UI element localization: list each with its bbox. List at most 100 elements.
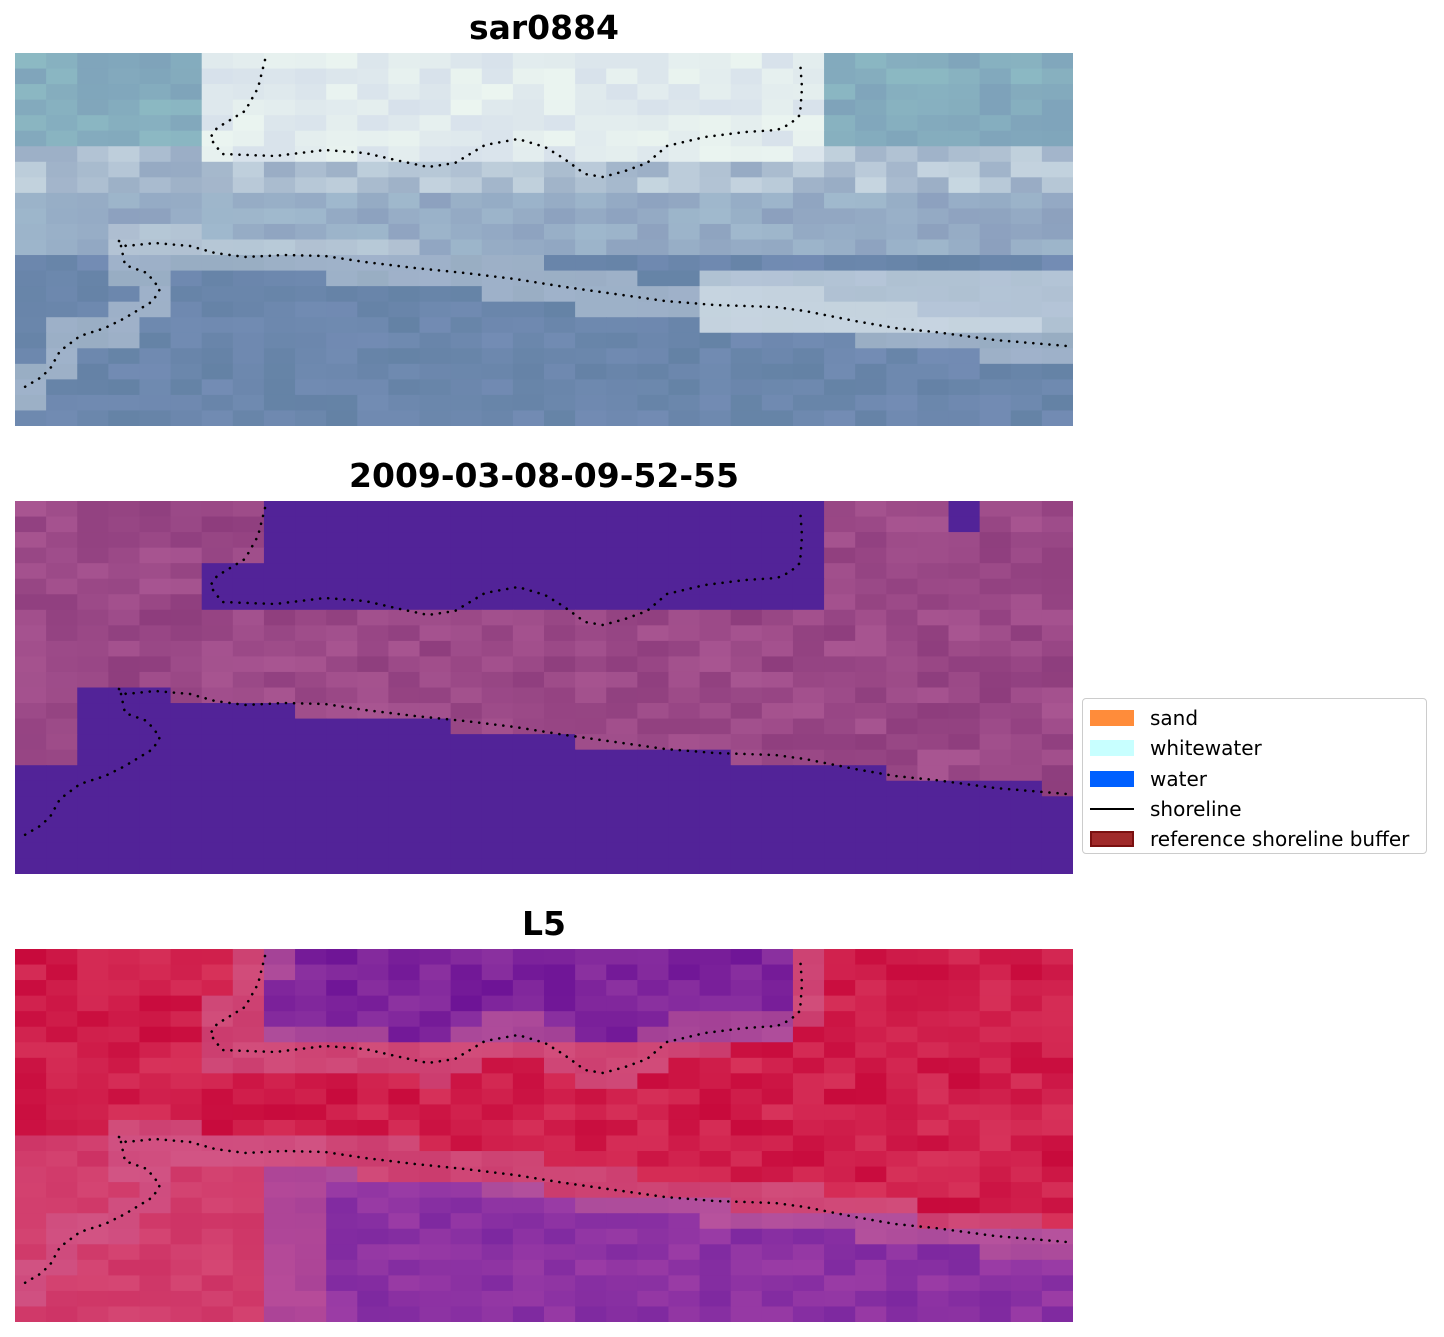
image-pixel — [232, 1275, 265, 1292]
image-pixel — [761, 609, 794, 626]
image-pixel — [295, 270, 327, 287]
image-pixel — [606, 1042, 638, 1059]
image-pixel — [450, 208, 483, 225]
image-pixel — [139, 115, 172, 132]
image-pixel — [792, 1088, 825, 1106]
image-pixel — [917, 964, 950, 981]
image-pixel — [232, 1244, 265, 1261]
image-pixel — [575, 286, 607, 303]
image-pixel — [419, 858, 452, 874]
image-pixel — [139, 1275, 172, 1292]
image-pixel — [512, 255, 545, 272]
image-pixel — [512, 379, 545, 396]
image-pixel — [917, 1042, 950, 1059]
image-pixel — [979, 53, 1012, 70]
image-pixel — [979, 949, 1012, 966]
image-pixel — [232, 949, 265, 966]
image-pixel — [201, 348, 234, 365]
image-pixel — [637, 394, 670, 412]
image-pixel — [419, 811, 452, 828]
image-pixel — [886, 177, 919, 194]
image-pixel — [761, 949, 794, 966]
image-pixel — [201, 1151, 234, 1168]
image-pixel — [886, 1088, 919, 1106]
image-pixel — [295, 130, 327, 147]
image-pixel — [575, 1042, 607, 1059]
image-pixel — [1041, 827, 1073, 844]
image-pixel — [917, 718, 950, 735]
image-pixel — [419, 317, 452, 334]
image-pixel — [948, 995, 981, 1012]
image-pixel — [761, 84, 794, 101]
image-pixel — [232, 501, 265, 518]
image-pixel — [824, 1182, 856, 1199]
image-pixel — [232, 1182, 265, 1199]
image-pixel — [761, 394, 794, 412]
image-pixel — [668, 827, 701, 844]
image-pixel — [730, 501, 763, 518]
image-pixel — [450, 1244, 483, 1261]
image-pixel — [263, 1057, 296, 1074]
image-pixel — [15, 84, 47, 101]
image-pixel — [419, 842, 452, 860]
image-pixel — [637, 578, 670, 595]
image-pixel — [1041, 1073, 1073, 1090]
image-pixel — [450, 348, 483, 365]
image-pixel — [1041, 394, 1073, 412]
image-pixel — [730, 718, 763, 735]
image-pixel — [792, 239, 825, 256]
image-pixel — [108, 749, 141, 766]
image-pixel — [761, 317, 794, 334]
image-pixel — [855, 1197, 887, 1214]
image-pixel — [170, 842, 203, 860]
image-pixel — [979, 547, 1012, 564]
image-pixel — [326, 301, 358, 318]
image-pixel — [15, 995, 47, 1012]
image-pixel — [668, 718, 701, 735]
image-pixel — [326, 1259, 358, 1276]
image-pixel — [1010, 501, 1043, 518]
image-pixel — [357, 255, 390, 272]
image-pixel — [606, 842, 638, 860]
image-pixel — [1010, 980, 1043, 997]
image-pixel — [730, 68, 763, 85]
image-pixel — [512, 780, 545, 797]
image-pixel — [761, 995, 794, 1012]
image-pixel — [1041, 995, 1073, 1012]
image-pixel — [108, 995, 141, 1012]
image-pixel — [512, 1088, 545, 1106]
image-pixel — [201, 563, 234, 580]
image-pixel — [886, 765, 919, 782]
image-pixel — [108, 1275, 141, 1292]
image-pixel — [1010, 332, 1043, 349]
image-pixel — [575, 718, 607, 735]
image-pixel — [855, 532, 887, 549]
image-pixel — [699, 84, 732, 101]
image-pixel — [108, 1290, 141, 1308]
legend-item-sand: sand — [1083, 703, 1426, 733]
image-pixel — [201, 1197, 234, 1214]
image-pixel — [419, 1073, 452, 1090]
image-pixel — [886, 115, 919, 132]
image-pixel — [77, 578, 109, 595]
image-pixel — [481, 177, 514, 194]
image-pixel — [730, 1306, 763, 1322]
image-pixel — [761, 1057, 794, 1074]
image-pixel — [326, 394, 358, 412]
image-pixel — [792, 703, 825, 720]
legend-label-reference-buffer: reference shoreline buffer — [1150, 827, 1410, 852]
image-pixel — [15, 1104, 47, 1121]
image-pixel — [544, 656, 576, 673]
image-pixel — [544, 640, 576, 658]
shoreline-path — [117, 239, 1069, 348]
image-pixel — [232, 1197, 265, 1214]
image-pixel — [606, 348, 638, 365]
image-pixel — [730, 130, 763, 147]
image-pixel — [824, 68, 856, 85]
image-pixel — [46, 640, 78, 658]
image-pixel — [170, 532, 203, 549]
image-pixel — [77, 348, 109, 365]
image-pixel — [730, 734, 763, 751]
image-pixel — [730, 1135, 763, 1152]
image-pixel — [1041, 363, 1073, 380]
